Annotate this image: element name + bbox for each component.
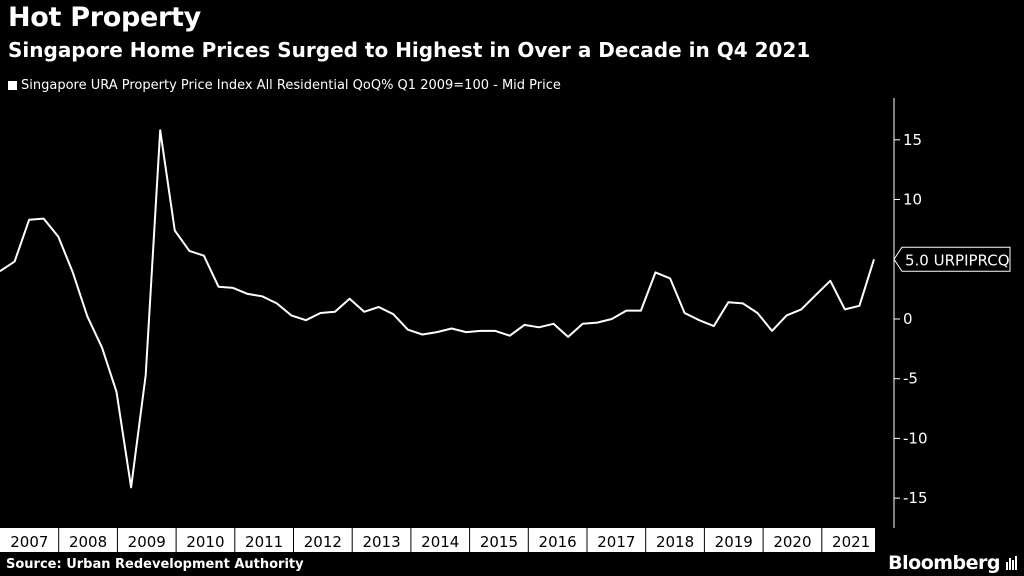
x-tick-label: 2019: [715, 533, 753, 551]
chart-title: Hot Property: [8, 2, 201, 33]
legend-label: Singapore URA Property Price Index All R…: [21, 78, 561, 93]
series-line: [0, 129, 875, 489]
bloomberg-logo: Bloomberg: [888, 552, 1000, 574]
y-tick-label: -5: [903, 370, 918, 388]
y-tick-label: 15: [903, 131, 922, 149]
source-note: Source: Urban Redevelopment Authority: [6, 557, 304, 572]
x-axis-band: [0, 528, 875, 552]
x-tick-label: 2011: [245, 533, 283, 551]
x-tick-label: 2018: [656, 533, 694, 551]
y-tick-label: -15: [903, 489, 928, 507]
x-tick-label: 2014: [421, 533, 459, 551]
x-tick-label: 2012: [304, 533, 342, 551]
y-tick-label: 10: [903, 191, 922, 209]
last-value-text: 5.0 URPIPRCQ: [905, 251, 1010, 269]
x-tick-label: 2007: [10, 533, 48, 551]
x-tick-label: 2010: [186, 533, 224, 551]
x-tick-label: 2020: [773, 533, 811, 551]
bloomberg-bars-icon: [1006, 556, 1017, 570]
y-tick-label: 0: [903, 310, 913, 328]
y-tick-label: -10: [903, 429, 928, 447]
x-tick-label: 2021: [832, 533, 870, 551]
last-value-label: 5.0 URPIPRCQ: [893, 246, 1011, 272]
legend-swatch: [8, 81, 17, 90]
x-tick-label: 2008: [69, 533, 107, 551]
x-tick-label: 2009: [128, 533, 166, 551]
last-value-box: [893, 246, 1011, 272]
x-tick-label: 2017: [597, 533, 635, 551]
chart-subtitle: Singapore Home Prices Surged to Highest …: [8, 38, 811, 62]
legend: Singapore URA Property Price Index All R…: [8, 78, 561, 93]
x-tick-label: 2013: [362, 533, 400, 551]
x-tick-label: 2015: [480, 533, 518, 551]
x-tick-label: 2016: [539, 533, 577, 551]
